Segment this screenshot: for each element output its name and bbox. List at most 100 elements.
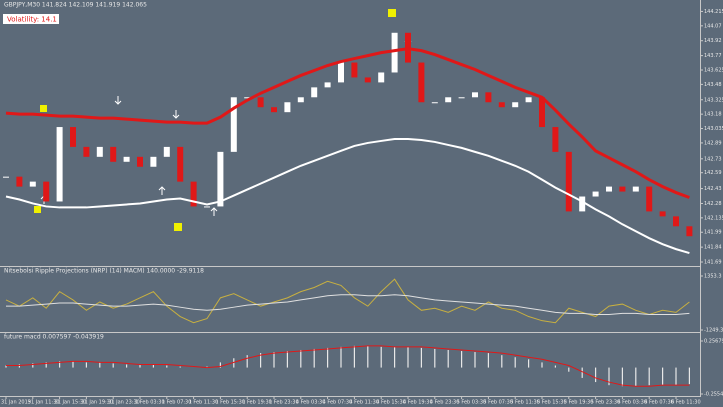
candle — [324, 82, 331, 88]
x-tick-label: 1 Feb 15:30 — [215, 400, 245, 406]
x-tick-label: 5 Feb 11:30 — [510, 400, 540, 406]
x-tick-label: 1 Feb 07:30 — [162, 400, 192, 406]
histogram-bar — [32, 363, 34, 368]
x-tick-label: 1 Feb 23:30 — [269, 400, 299, 406]
x-tick-label: 4 Feb 11:30 — [349, 400, 379, 406]
x-tick-label: 4 Feb 07:30 — [323, 400, 353, 406]
y-tick-label: 143.48 — [704, 82, 722, 88]
histogram-bar — [688, 367, 690, 385]
histogram-bar — [487, 353, 489, 368]
histogram-bar — [501, 355, 503, 368]
histogram-bar — [635, 367, 637, 387]
y-tick-label: 144.215 — [704, 9, 723, 15]
histogram-bar — [380, 346, 382, 368]
histogram-bar — [152, 364, 154, 368]
x-tick-label: 1 Feb 03:30 — [135, 400, 165, 406]
candle — [230, 97, 237, 152]
histogram-bar — [206, 366, 208, 368]
x-tick-label: 5 Feb 19:30 — [564, 400, 594, 406]
candle — [163, 146, 170, 157]
y-tick-label: 143.035 — [704, 126, 723, 132]
candle — [190, 181, 197, 207]
histogram-bar — [99, 362, 101, 368]
candle — [498, 102, 505, 108]
volatility-box — [3, 14, 59, 24]
histogram-bar — [139, 364, 141, 368]
candle — [485, 92, 492, 103]
histogram-bar — [313, 348, 315, 368]
candle — [351, 62, 358, 78]
candle — [431, 102, 438, 104]
histogram-bar — [246, 355, 248, 368]
candle — [512, 102, 519, 108]
histogram-bar — [59, 361, 61, 368]
histogram-bar — [85, 362, 87, 368]
candle — [217, 151, 224, 207]
arrow-down — [172, 110, 180, 119]
y-tick-label: 141.84 — [704, 245, 722, 251]
histogram-bar — [474, 352, 476, 368]
candle — [659, 211, 666, 217]
y-tick-label: 142.28 — [704, 201, 722, 207]
candle — [552, 127, 559, 152]
indicator-title: Nitsebolsi Ripple Projections (NRP) (14)… — [4, 268, 204, 275]
x-tick-label: 5 Feb 03:30 — [457, 400, 487, 406]
y-tick-label: 142.43 — [704, 186, 722, 192]
y-tick-label: 141.69 — [704, 260, 722, 266]
y-tick-label: -0.255409 — [704, 392, 723, 398]
candle — [445, 97, 452, 103]
signal-square — [34, 206, 41, 213]
histogram-bar — [18, 364, 20, 368]
histogram-bar — [367, 345, 369, 368]
arrow-down — [114, 96, 122, 105]
y-tick-label: 143.325 — [704, 97, 723, 103]
y-tick-label: 143.625 — [704, 67, 723, 73]
histogram-bar — [675, 367, 677, 386]
candle — [391, 32, 398, 73]
histogram-bar — [514, 357, 516, 368]
histogram-bar — [608, 367, 610, 386]
histogram-bar — [461, 351, 463, 368]
indicator-title: future macd 0.007597 -0.043919 — [4, 334, 104, 341]
candle — [110, 146, 117, 162]
candle — [43, 181, 50, 202]
histogram-bar — [394, 346, 396, 368]
y-tick-label: 1353.3 — [704, 274, 722, 280]
histogram-bar — [45, 362, 47, 368]
x-tick-label: 1 Feb 11:30 — [189, 400, 219, 406]
candle — [83, 146, 90, 157]
candle — [632, 186, 639, 192]
histogram-bar — [554, 365, 556, 368]
candle — [619, 186, 626, 192]
histogram-bar — [420, 347, 422, 368]
candle — [150, 156, 157, 167]
indicator-line — [5, 47, 690, 199]
y-tick-label: 142.59 — [704, 170, 722, 176]
histogram-bar — [179, 366, 181, 368]
indicator-line — [5, 137, 690, 255]
candle — [244, 97, 251, 99]
candle — [364, 77, 371, 83]
histogram-bar — [273, 352, 275, 368]
histogram-bar — [260, 353, 262, 368]
candle — [123, 156, 130, 162]
candle — [177, 146, 184, 182]
x-tick-label: 4 Feb 19:30 — [403, 400, 433, 406]
histogram-bar — [353, 345, 355, 368]
x-tick-label: 5 Feb 23:30 — [591, 400, 621, 406]
histogram-bar — [434, 348, 436, 368]
candle — [311, 87, 318, 98]
candle — [271, 107, 277, 113]
y-tick-label: 142.89 — [704, 140, 722, 146]
histogram-bar — [300, 349, 302, 368]
y-tick-label: 143.92 — [704, 38, 722, 44]
candle — [686, 226, 693, 237]
indicator-line — [6, 345, 690, 387]
candle — [338, 62, 344, 83]
y-tick-label: 143.18 — [704, 112, 722, 118]
candle — [284, 102, 291, 113]
signal-box — [388, 9, 396, 17]
candle — [539, 97, 545, 128]
y-tick-label: 142.135 — [704, 215, 723, 221]
